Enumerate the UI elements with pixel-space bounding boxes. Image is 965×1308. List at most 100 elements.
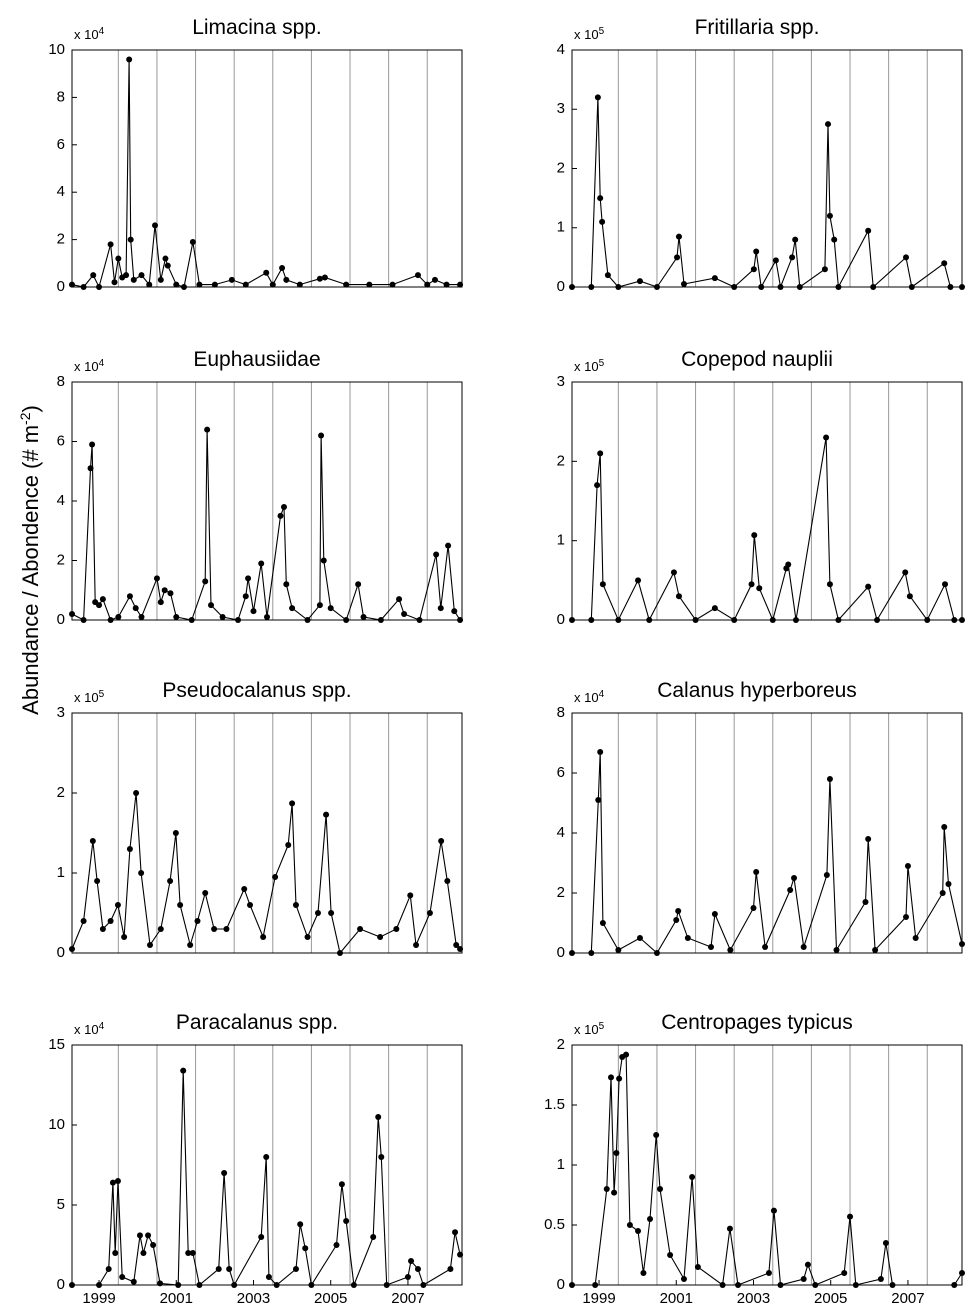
data-point — [753, 869, 760, 875]
y-tick-label: 2 — [57, 551, 65, 568]
data-point — [608, 1074, 614, 1081]
data-point — [296, 281, 303, 288]
chart-title: Pseudocalanus spp. — [162, 679, 351, 702]
data-point — [157, 926, 164, 932]
y-tick-label: 8 — [57, 88, 65, 105]
y-tick-label: 2 — [557, 884, 565, 901]
data-point — [831, 236, 838, 243]
scale-label: x 105 — [574, 1021, 605, 1038]
data-point — [623, 1051, 630, 1058]
data-point — [302, 1245, 309, 1252]
series-line — [572, 751, 963, 954]
x-tick-label: 2003 — [237, 1290, 270, 1307]
series-line — [72, 1070, 461, 1287]
plot-frame — [571, 1044, 963, 1286]
y-tick-label: 0 — [57, 1276, 65, 1293]
data-point — [748, 581, 755, 588]
data-point — [247, 902, 254, 908]
y-tick-label: 10 — [48, 41, 65, 58]
scale-exponent: 4 — [99, 358, 105, 369]
data-point — [157, 276, 164, 283]
data-point — [626, 1222, 633, 1228]
data-point — [841, 1270, 848, 1276]
data-point — [445, 542, 452, 549]
scale-label: x 105 — [574, 358, 605, 375]
plot-frame — [71, 49, 463, 288]
data-point — [269, 281, 276, 288]
data-point — [942, 581, 949, 588]
plot-frame — [571, 49, 963, 288]
scale-label: x 104 — [74, 26, 105, 43]
data-point — [835, 617, 842, 623]
data-point — [947, 284, 954, 290]
scale-base: x 10 — [574, 359, 599, 374]
data-point — [826, 581, 833, 588]
data-point — [94, 878, 101, 884]
data-point — [903, 914, 910, 920]
data-point — [172, 830, 179, 836]
data-point — [231, 1282, 238, 1288]
data-point — [132, 605, 139, 612]
y-tick-label: 0 — [557, 1276, 565, 1293]
data-point — [680, 281, 687, 288]
data-point — [89, 838, 96, 844]
scale-base: x 10 — [574, 1022, 599, 1037]
data-point — [719, 1282, 726, 1288]
data-point — [611, 1189, 618, 1196]
data-point — [457, 617, 464, 623]
y-tick-label: 8 — [557, 704, 565, 721]
data-point — [872, 947, 879, 953]
scale-base: x 10 — [574, 690, 599, 705]
data-point — [826, 212, 833, 219]
data-point — [908, 284, 915, 290]
data-point — [599, 581, 606, 588]
data-point — [726, 1225, 733, 1232]
data-point — [792, 236, 799, 243]
data-point — [594, 482, 601, 489]
data-point — [115, 255, 122, 262]
data-point — [283, 276, 290, 283]
data-point — [444, 878, 451, 884]
data-point — [211, 281, 218, 288]
data-point — [289, 800, 296, 807]
data-point — [316, 275, 323, 282]
data-point — [636, 278, 643, 285]
data-point — [185, 1250, 192, 1256]
data-point — [263, 269, 270, 276]
data-point — [138, 614, 145, 621]
data-point — [80, 284, 87, 290]
y-tick-label: 0 — [57, 611, 65, 628]
data-point — [188, 617, 195, 623]
data-point — [107, 241, 114, 248]
data-point — [939, 890, 946, 896]
y-tick-label: 4 — [557, 41, 565, 58]
data-point — [426, 910, 433, 916]
data-point — [401, 611, 408, 618]
data-point — [157, 599, 164, 606]
y-tick-label: 5 — [57, 1196, 65, 1213]
data-point — [941, 260, 948, 267]
data-point — [105, 1266, 112, 1272]
data-point — [865, 583, 872, 590]
data-point — [245, 575, 252, 582]
data-point — [792, 617, 799, 623]
data-point — [765, 1270, 772, 1276]
scale-exponent: 4 — [99, 1021, 105, 1032]
data-point — [689, 1174, 696, 1180]
chart-title: Fritillaria spp. — [695, 16, 820, 39]
data-point — [569, 617, 575, 623]
data-point — [204, 426, 211, 433]
y-axis-label-text: Abundance / Abondence (# m — [18, 425, 43, 715]
data-point — [173, 281, 180, 288]
data-point — [592, 1282, 599, 1288]
data-point — [615, 284, 622, 290]
data-point — [889, 1282, 896, 1288]
data-point — [173, 614, 180, 621]
y-tick-label: 3 — [557, 100, 565, 117]
scale-exponent: 5 — [599, 1021, 605, 1032]
data-point — [951, 1282, 958, 1288]
data-point — [588, 617, 595, 623]
data-point — [180, 1067, 187, 1074]
data-point — [912, 935, 919, 941]
data-point — [594, 94, 601, 101]
